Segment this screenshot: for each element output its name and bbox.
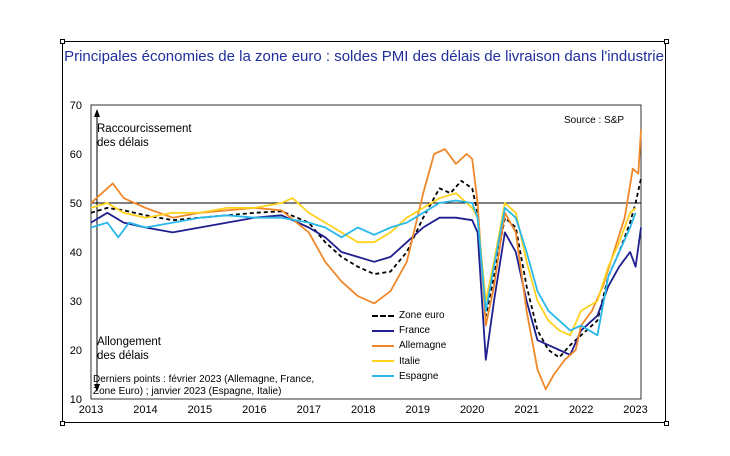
legend: Zone euro France Allemagne Italie Espagne — [372, 308, 446, 384]
x-tick-label: 2019 — [405, 404, 429, 416]
series-line-4 — [90, 199, 637, 337]
annotation-bottom: Allongement des délais — [97, 335, 161, 363]
legend-swatch — [372, 360, 394, 363]
frame-handle-top-left[interactable] — [60, 39, 65, 44]
annotation-top-line1: Raccourcissement — [97, 123, 192, 135]
legend-label: Allemagne — [399, 340, 447, 352]
annotation-top: Raccourcissement des délais — [97, 122, 192, 150]
y-tick-label: 70 — [70, 100, 82, 112]
x-tick-label: 2021 — [514, 404, 538, 416]
plot-area — [90, 104, 642, 400]
series-line-2 — [90, 129, 642, 391]
y-tick-label: 30 — [70, 296, 82, 308]
legend-swatch — [372, 375, 394, 378]
legend-label: Espagne — [399, 370, 439, 382]
x-tick-label: 2015 — [188, 404, 212, 416]
annotation-bottom-line1: Allongement — [97, 336, 161, 348]
annotation-bottom-line2: des délais — [97, 350, 149, 362]
note-line2: Zone Euro) ; janvier 2023 (Espagne, Ital… — [93, 386, 282, 397]
series-line-3 — [90, 192, 637, 337]
source-label: Source : S&P — [564, 115, 625, 126]
legend-label: Zone euro — [399, 310, 445, 322]
frame-handle-top-right[interactable] — [664, 39, 669, 44]
figure-frame — [62, 41, 666, 423]
y-tick-label: 60 — [70, 149, 82, 161]
frame-handle-bottom-right[interactable] — [664, 421, 669, 426]
x-tick-label: 2022 — [569, 404, 593, 416]
direction-arrow-up — [94, 109, 100, 117]
legend-label: France — [399, 325, 431, 337]
legend-item: Zone euro — [372, 308, 446, 323]
legend-swatch — [372, 314, 394, 317]
legend-label: Italie — [399, 355, 421, 367]
x-tick-label: 2016 — [242, 404, 266, 416]
legend-item: Allemagne — [372, 338, 446, 353]
x-tick-label: 2017 — [297, 404, 321, 416]
x-tick-label: 2023 — [623, 404, 647, 416]
x-tick-label: 2018 — [351, 404, 375, 416]
legend-item: Espagne — [372, 369, 446, 384]
last-points-note: Derniers points : février 2023 (Allemagn… — [93, 374, 314, 398]
legend-swatch — [372, 344, 394, 347]
annotation-top-line2: des délais — [97, 137, 149, 149]
note-line1: Derniers points : février 2023 (Allemagn… — [93, 374, 315, 385]
x-tick-label: 2020 — [460, 404, 484, 416]
legend-swatch — [372, 329, 394, 332]
y-tick-label: 20 — [70, 345, 82, 357]
y-tick-label: 50 — [70, 198, 82, 210]
frame-handle-bottom-left[interactable] — [60, 421, 65, 426]
y-tick-label: 10 — [70, 394, 82, 406]
y-tick-label: 40 — [70, 247, 82, 259]
legend-item: Italie — [372, 354, 446, 369]
chart-title: Principales économies de la zone euro : … — [64, 48, 664, 65]
x-tick-label: 2014 — [133, 404, 157, 416]
direction-arrow-down — [94, 384, 100, 392]
series-line-1 — [90, 211, 642, 361]
x-tick-label: 2013 — [79, 404, 103, 416]
legend-item: France — [372, 323, 446, 338]
